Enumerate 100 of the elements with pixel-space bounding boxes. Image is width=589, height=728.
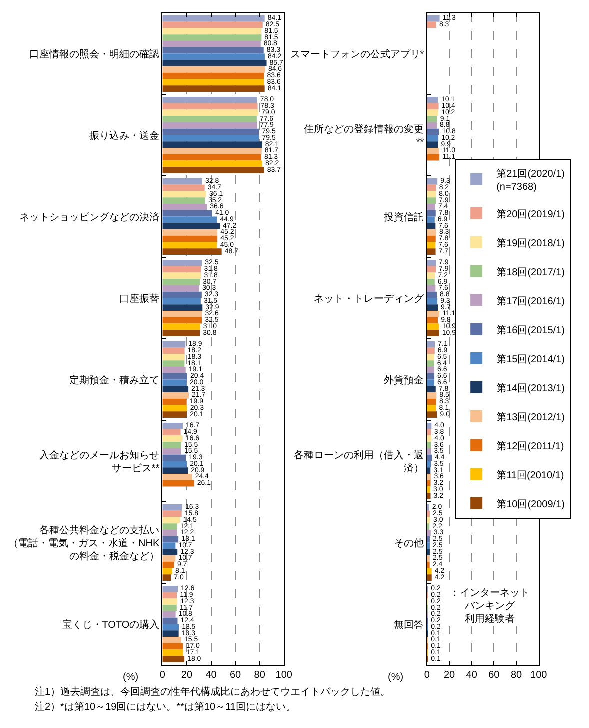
y-tick-label: 入金などのメールお知らせサービス**: [40, 449, 160, 474]
bar: [162, 103, 258, 110]
bar: [162, 272, 202, 280]
bar: [162, 504, 182, 511]
y-tick-label: その他: [394, 537, 424, 550]
bar: [162, 436, 183, 442]
bar: [162, 586, 178, 592]
legend-label: 第21回(2020/1) (n=7368): [496, 168, 565, 193]
bar: [162, 279, 200, 286]
legend-label: 第13回(2012/1): [496, 411, 565, 424]
x-tick-label: 80: [510, 670, 523, 681]
bar: [162, 110, 259, 116]
bar: [162, 292, 202, 298]
x-tick-label: 0: [424, 670, 430, 681]
bar: [162, 142, 262, 148]
bar: [162, 643, 184, 650]
bar: [162, 191, 207, 198]
bar: [162, 398, 187, 406]
legend-label: 第10回(2009/1): [496, 498, 565, 510]
bar: [162, 650, 184, 656]
bar: [162, 260, 202, 266]
bar: [162, 15, 265, 22]
bar: [162, 637, 182, 644]
bar: [162, 630, 179, 638]
legend-label: 第20回(2019/1): [496, 208, 565, 220]
bar: [162, 574, 172, 582]
bar: [162, 154, 262, 161]
bar: [162, 216, 218, 224]
x-tick-label: 80: [254, 670, 266, 681]
bar: [162, 22, 263, 28]
bar: [162, 79, 264, 86]
bar: [162, 148, 262, 154]
x-tick-label: 60: [230, 670, 242, 681]
bar: [162, 380, 187, 386]
bar: [162, 598, 178, 606]
legend-label: 第16回(2015/1): [496, 324, 565, 336]
bar: [162, 298, 201, 305]
bar: [162, 167, 264, 174]
legend-label: 第17回(2016/1): [496, 295, 565, 308]
annotation: ：インターネットバンキング利用経験者: [450, 588, 530, 625]
bar: [162, 524, 178, 530]
bar: [162, 285, 200, 292]
bar: [162, 429, 181, 436]
x-tick-label: 100: [530, 670, 548, 681]
bar: [162, 34, 262, 41]
bar: [162, 542, 176, 550]
y-tick-label: 各種ローンの利用（借入・返済）: [294, 449, 424, 474]
bar: [162, 184, 205, 192]
bar: [162, 66, 266, 73]
y-tick-label: 口座情報の照会・明細の確認: [30, 48, 160, 60]
bar: [162, 317, 202, 324]
bar: [162, 128, 260, 136]
bar: [162, 304, 203, 312]
x-axis-title: (%): [388, 672, 404, 683]
bar: [162, 122, 258, 129]
bar: [162, 311, 202, 318]
bar: [162, 605, 177, 612]
bar: [162, 348, 185, 354]
bar: [162, 373, 188, 380]
x-tick-label: 100: [276, 670, 293, 681]
y-tick-label: ネット・トレーディング: [314, 294, 426, 305]
y-tick-label: 振り込み・送金: [90, 130, 160, 142]
y-tick-label: 定期預金・積み立て: [70, 374, 160, 386]
bar: [162, 412, 188, 418]
text: 注2）*は第10～19回にはない。**は第10～11回にはない。: [35, 701, 296, 713]
x-tick-label: 20: [444, 670, 456, 681]
bar: [162, 568, 173, 575]
legend-label: 第14回(2013/1): [496, 382, 565, 394]
bar: [162, 204, 208, 210]
bar: [162, 442, 182, 448]
x-tick-label: 40: [206, 670, 218, 681]
bar: [162, 480, 194, 487]
bar: [162, 54, 265, 60]
bar: [162, 454, 186, 462]
bar: [162, 360, 185, 367]
bar: [162, 210, 212, 217]
x-tick-label: 60: [488, 670, 500, 681]
bar: [162, 236, 218, 242]
bar: [162, 330, 200, 337]
x-tick-label: 20: [181, 670, 193, 681]
bar: [162, 135, 260, 142]
bar: [162, 556, 176, 562]
bar: [162, 198, 206, 204]
bar: [162, 248, 222, 256]
bar: [162, 242, 218, 249]
bar: [162, 530, 178, 536]
legend-label: 第15回(2014/1): [496, 353, 565, 366]
bar: [162, 510, 182, 518]
x-tick-label: 0: [160, 670, 166, 681]
bar: [162, 517, 180, 524]
y-tick-label: 宝くじ・TOTOの購入: [62, 618, 160, 631]
bar: [162, 422, 183, 430]
bar: [162, 96, 258, 104]
y-tick-label: 外貨預金: [384, 374, 424, 386]
bar: [162, 366, 186, 374]
bar: [162, 405, 188, 412]
bar: [162, 116, 257, 122]
bar: [162, 656, 185, 663]
bar: [162, 592, 178, 599]
bar: [162, 474, 192, 480]
